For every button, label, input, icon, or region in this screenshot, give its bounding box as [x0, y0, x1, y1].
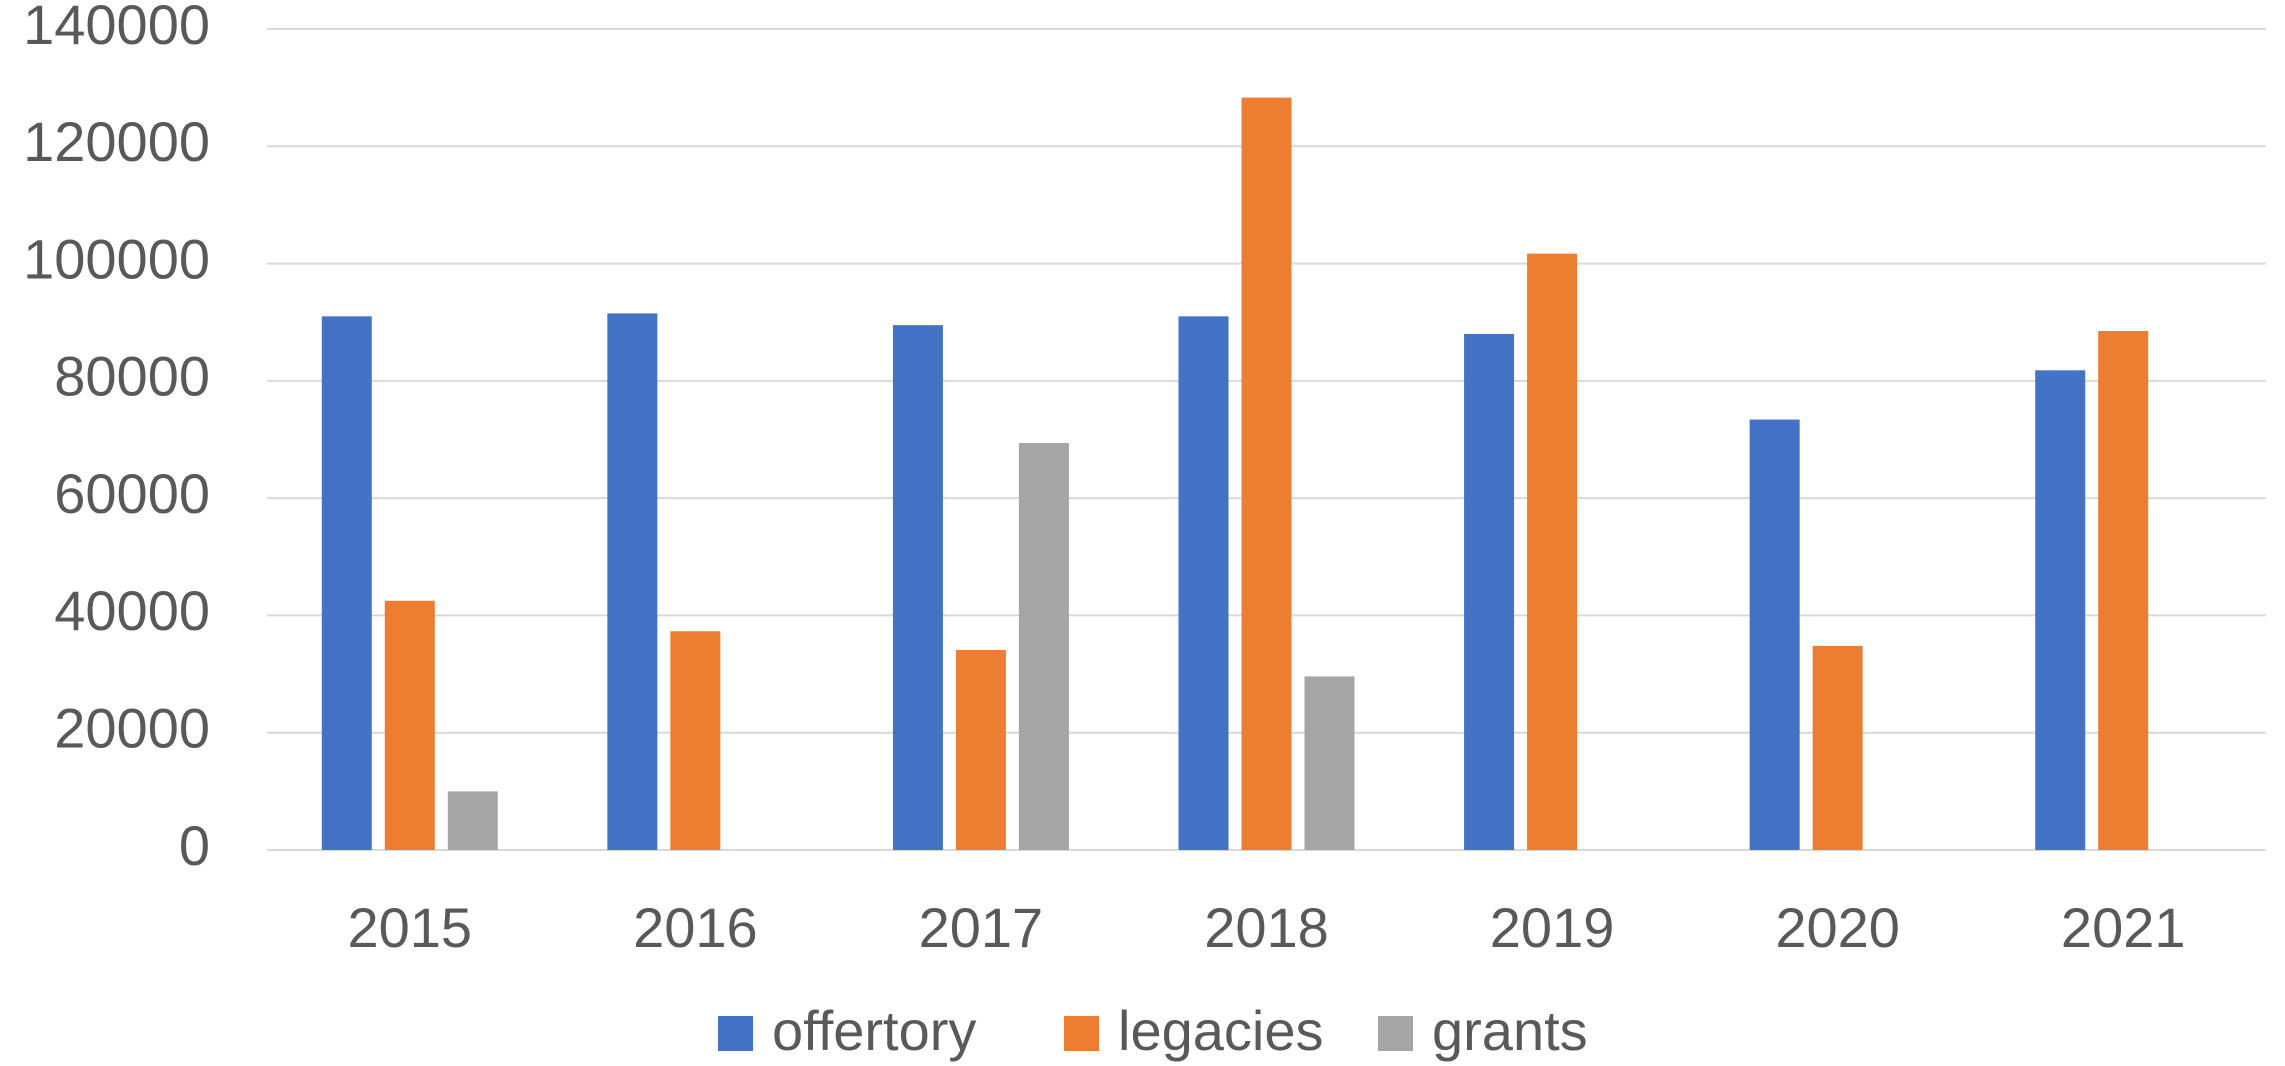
bar: [1749, 419, 1800, 850]
x-tick-label: 2019: [1490, 896, 1615, 959]
bar: [1178, 316, 1229, 851]
bar: [1018, 443, 1069, 850]
bar: [1464, 333, 1515, 850]
bar: [2035, 370, 2086, 850]
bar: [892, 325, 943, 850]
legend-swatch: [718, 1016, 753, 1051]
y-tick-label: 120000: [23, 110, 210, 173]
legend-swatch: [1064, 1016, 1099, 1051]
x-tick-label: 2021: [2061, 896, 2186, 959]
y-tick-label: 100000: [23, 227, 210, 290]
y-tick-label: 60000: [54, 462, 210, 525]
bar: [670, 631, 721, 850]
y-tick-label: 20000: [54, 697, 210, 760]
bar: [1527, 253, 1578, 850]
bar: [1304, 676, 1355, 850]
legend-label: legacies: [1118, 999, 1323, 1062]
bar: [384, 600, 435, 850]
y-tick-label: 80000: [54, 345, 210, 408]
x-tick-label: 2016: [633, 896, 758, 959]
bar: [321, 316, 372, 851]
legend-label: offertory: [772, 999, 976, 1062]
x-tick-label: 2015: [347, 896, 472, 959]
bar: [1241, 97, 1292, 851]
bar: [607, 313, 658, 850]
bar: [955, 650, 1006, 850]
bar: [2098, 331, 2149, 850]
x-tick-label: 2020: [1775, 896, 1900, 959]
bar: [447, 791, 498, 850]
bar: [1812, 645, 1863, 850]
y-tick-label: 40000: [54, 579, 210, 642]
y-tick-label: 140000: [23, 0, 210, 56]
y-tick-label: 0: [179, 814, 210, 877]
x-tick-label: 2018: [1204, 896, 1329, 959]
legend-swatch: [1378, 1016, 1413, 1051]
legend-label: grants: [1432, 999, 1588, 1062]
x-tick-label: 2017: [919, 896, 1044, 959]
